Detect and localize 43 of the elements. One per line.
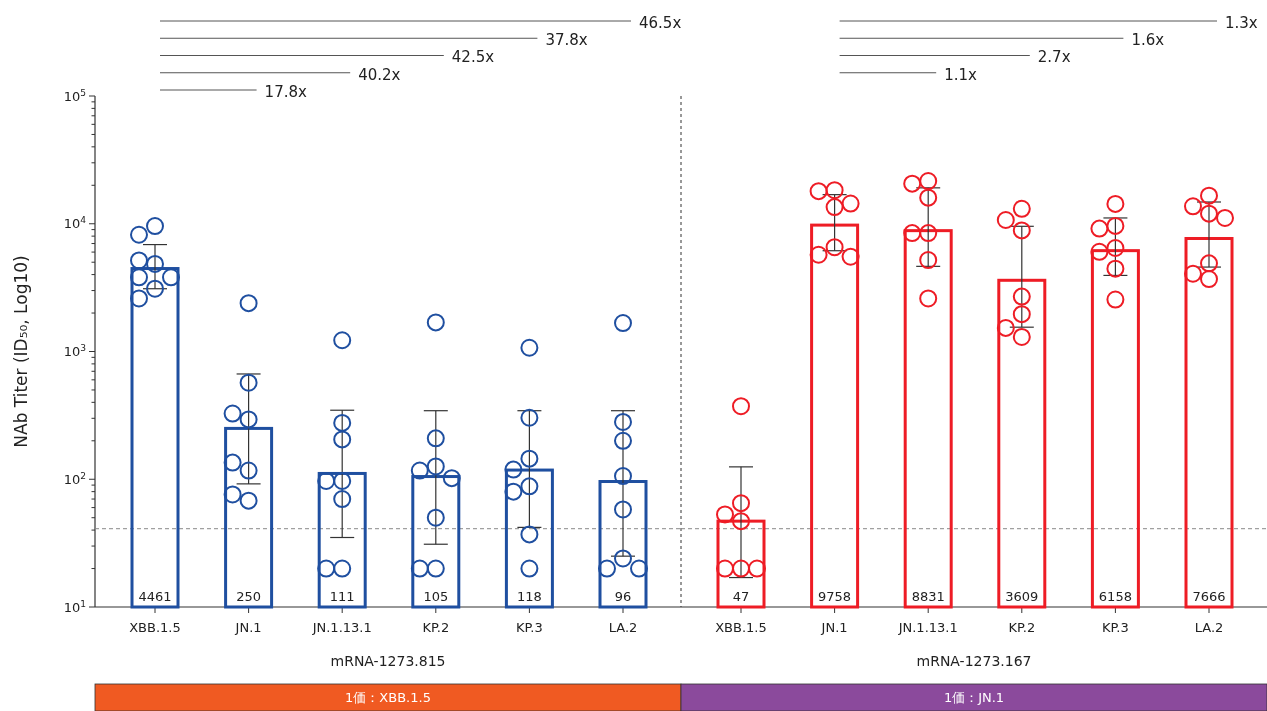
text: 1.1x xyxy=(944,65,978,84)
x-tick-label: KP.2 xyxy=(422,620,450,635)
text: 1価：XBB.1.5 xyxy=(345,690,431,706)
data-label: 9758 xyxy=(818,589,852,604)
text: 1.6x xyxy=(1131,31,1165,49)
x-tick-label: JN.1.13.1 xyxy=(897,620,958,635)
x-tick-label: JN.1 xyxy=(234,620,262,635)
text: 46.5x xyxy=(639,13,682,32)
x-tick-label: XBB.1.5 xyxy=(129,620,181,635)
text: 2.7x xyxy=(1037,48,1071,67)
y-axis-title: NAb Titer (ID₅₀, Log10) xyxy=(11,255,31,448)
x-tick-label: KP.3 xyxy=(1102,620,1129,635)
x-axis-title: mRNA-1273.167 xyxy=(916,653,1032,669)
data-label: 3609 xyxy=(1005,589,1039,604)
x-tick-label: KP.2 xyxy=(1008,620,1036,635)
data-label: 250 xyxy=(236,589,262,604)
x-axis-title: mRNA-1273.815 xyxy=(330,653,446,669)
data-label: 96 xyxy=(614,589,632,604)
data-label: 4461 xyxy=(138,589,172,604)
data-label: 105 xyxy=(423,589,449,604)
x-tick-label: LA.2 xyxy=(608,620,638,635)
data-label: 47 xyxy=(732,589,750,604)
y-tick-label: 10$^{3}$ xyxy=(63,343,87,360)
text: 37.8x xyxy=(545,31,588,49)
data-label: 8831 xyxy=(911,589,945,604)
x-tick-label: KP.3 xyxy=(516,620,543,635)
data-label: 6158 xyxy=(1098,589,1132,604)
text: 1.3x xyxy=(1225,13,1258,32)
x-tick-label: XBB.1.5 xyxy=(715,620,767,635)
y-tick-label: 10$^{5}$ xyxy=(63,87,86,104)
text: 42.5x xyxy=(451,48,495,67)
text: 1価：JN.1 xyxy=(943,690,1005,706)
x-tick-label: JN.1.13.1 xyxy=(311,620,372,635)
y-tick-label: 10$^{4}$ xyxy=(63,215,87,232)
text: 40.2x xyxy=(358,65,401,84)
data-label: 7666 xyxy=(1192,589,1226,604)
y-tick-label: 10$^{2}$ xyxy=(63,470,86,487)
x-tick-label: JN.1 xyxy=(820,620,848,635)
annotation: 17.8x xyxy=(264,82,307,101)
data-label: 118 xyxy=(516,589,542,604)
x-tick-label: LA.2 xyxy=(1194,620,1224,635)
y-tick-label: 10$^{1}$ xyxy=(63,598,86,615)
data-label: 111 xyxy=(329,589,355,604)
